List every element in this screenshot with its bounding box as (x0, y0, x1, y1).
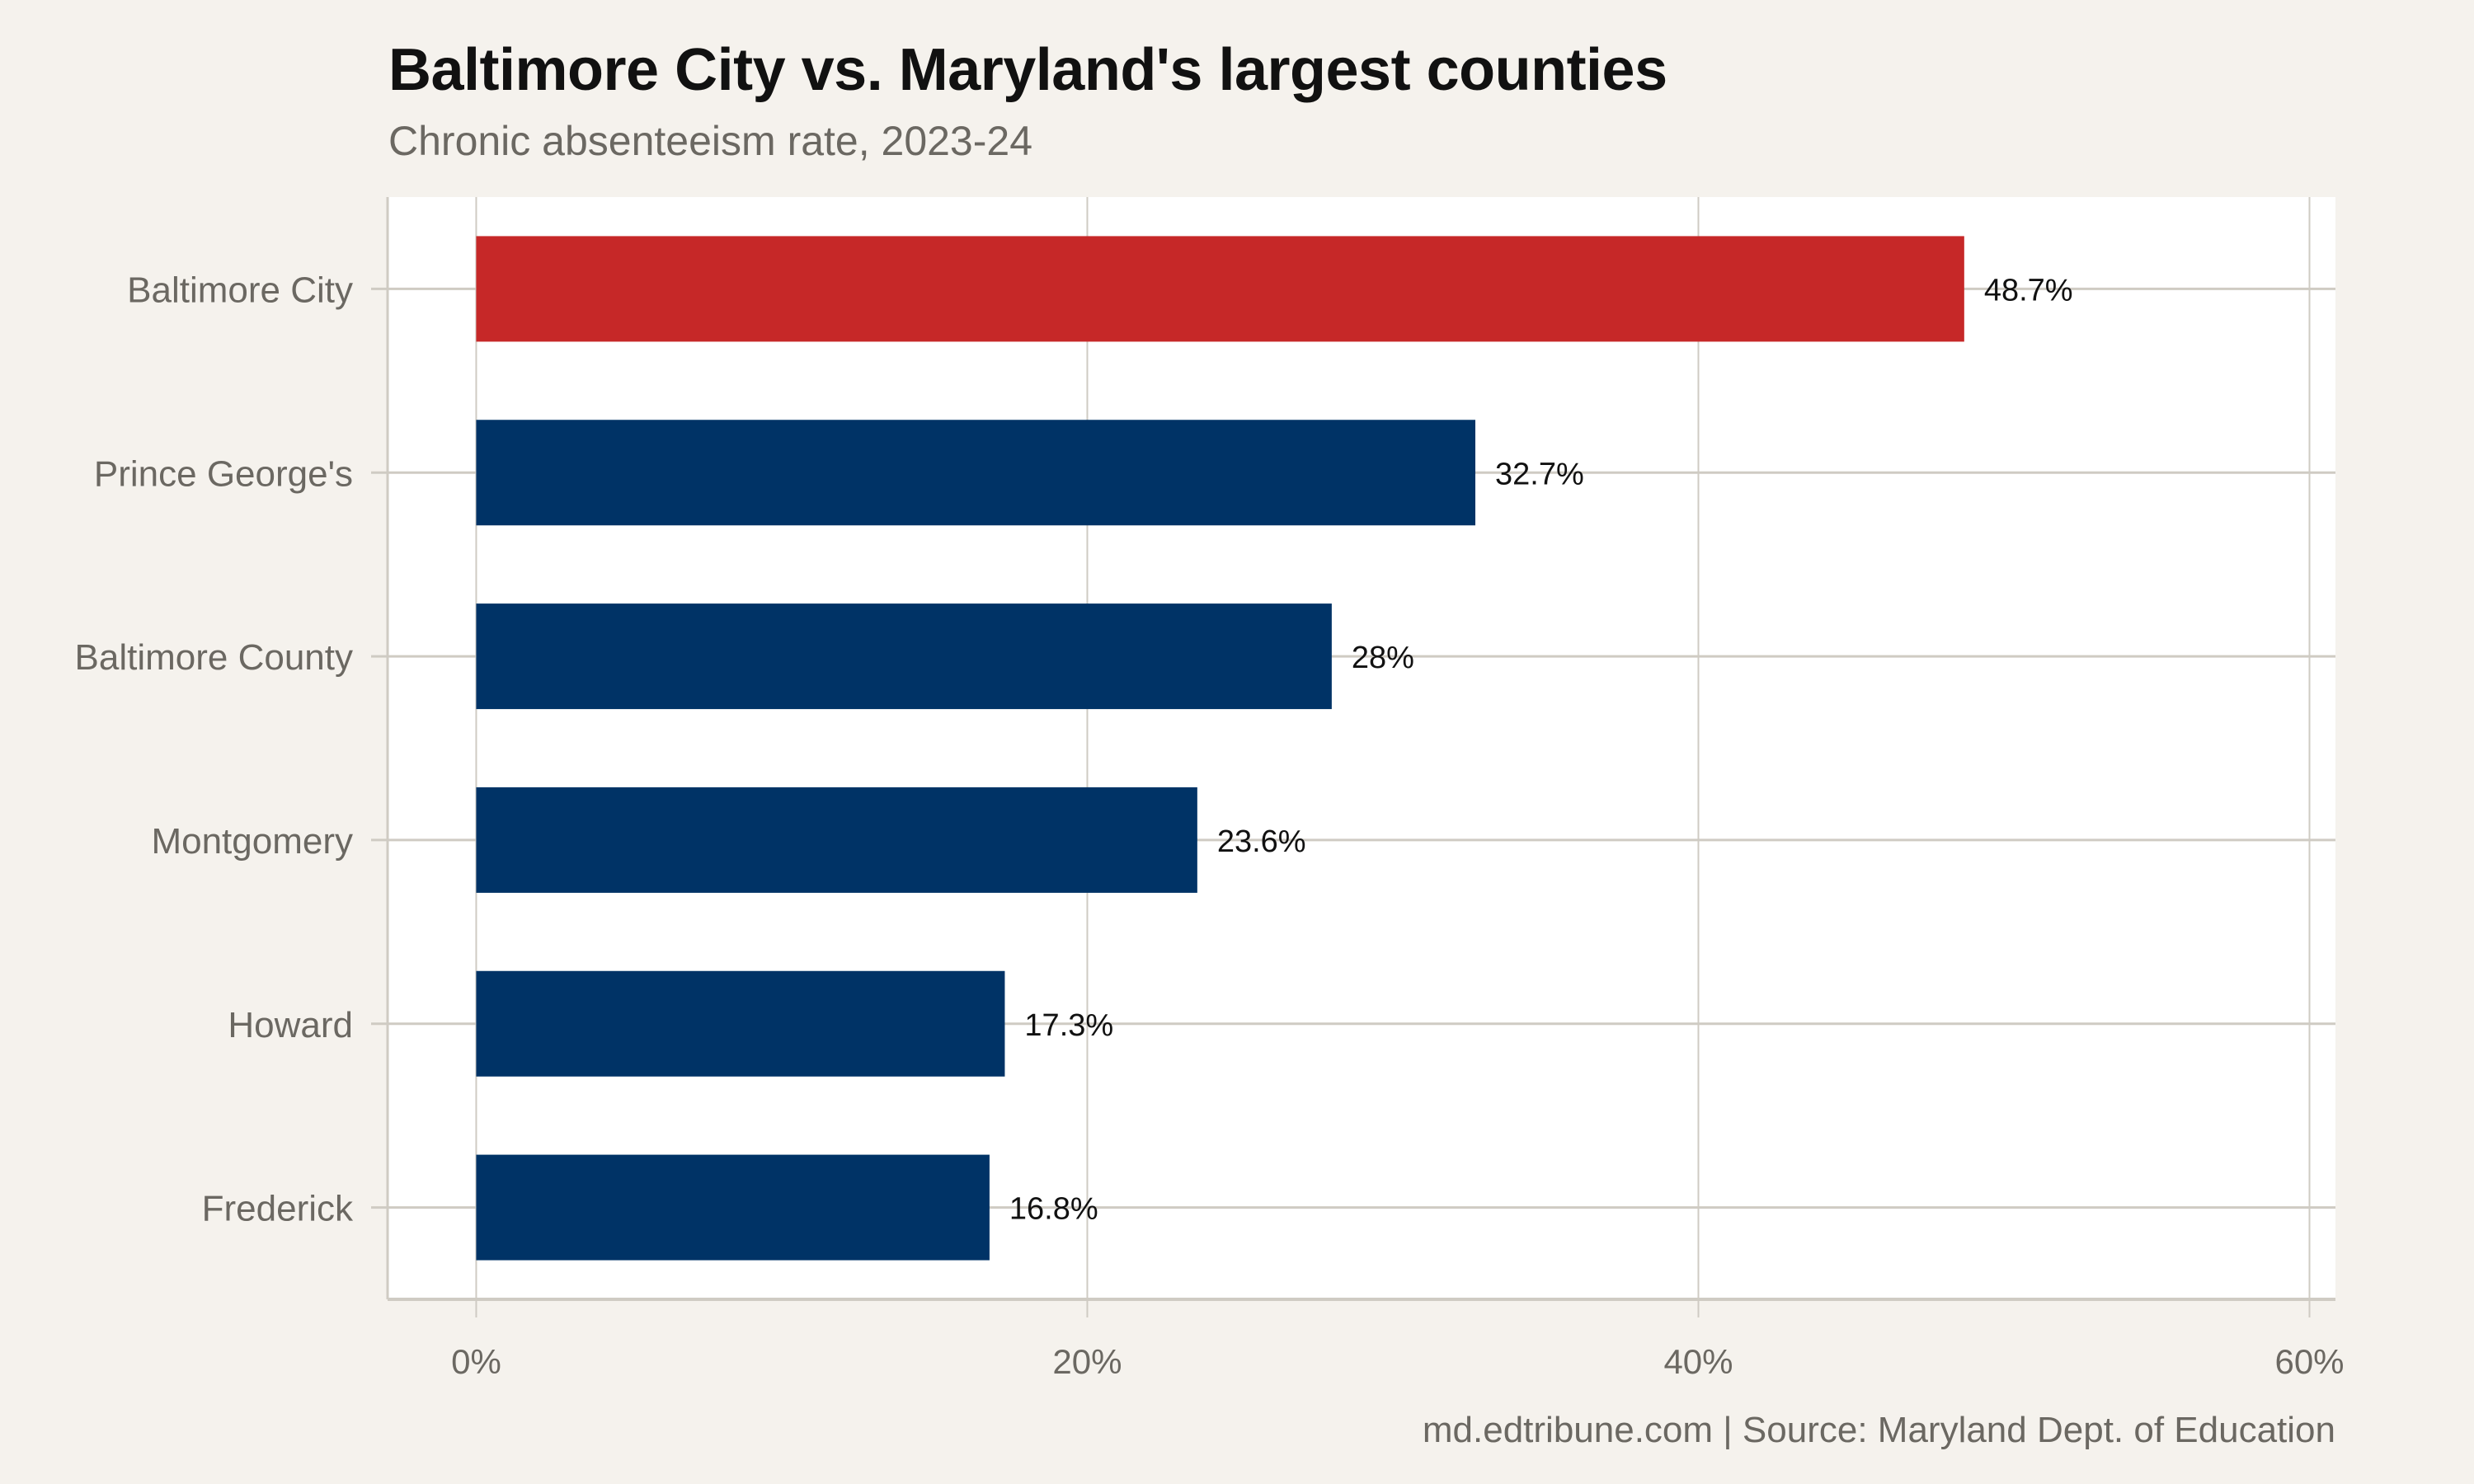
x-tick-label: 40% (1663, 1342, 1733, 1381)
y-tick-label: Baltimore City (127, 270, 353, 310)
chart-caption: md.edtribune.com | Source: Maryland Dept… (1422, 1410, 2335, 1450)
bar (476, 787, 1197, 893)
chart-title: Baltimore City vs. Maryland's largest co… (388, 37, 1667, 103)
plot-panel (388, 197, 2335, 1299)
y-tick-label: Howard (228, 1005, 353, 1045)
data-label: 32.7% (1495, 457, 1584, 491)
y-tick-label: Frederick (202, 1189, 354, 1229)
x-tick-label: 20% (1052, 1342, 1122, 1381)
bar (476, 1154, 990, 1261)
data-label: 48.7% (1984, 273, 2073, 308)
y-tick-label: Montgomery (151, 821, 353, 862)
y-tick-label: Baltimore County (75, 637, 353, 678)
bar (476, 420, 1476, 526)
data-label: 17.3% (1024, 1008, 1113, 1043)
y-tick-label: Prince George's (94, 453, 353, 494)
bar (476, 970, 1005, 1077)
bar (476, 603, 1332, 710)
data-label: 23.6% (1217, 824, 1306, 859)
data-label: 28% (1352, 641, 1414, 675)
chart-subtitle: Chronic absenteeism rate, 2023-24 (388, 118, 1033, 164)
bar (476, 236, 1964, 342)
data-label: 16.8% (1009, 1192, 1098, 1227)
x-tick-label: 60% (2274, 1342, 2344, 1381)
x-tick-label: 0% (451, 1342, 501, 1381)
